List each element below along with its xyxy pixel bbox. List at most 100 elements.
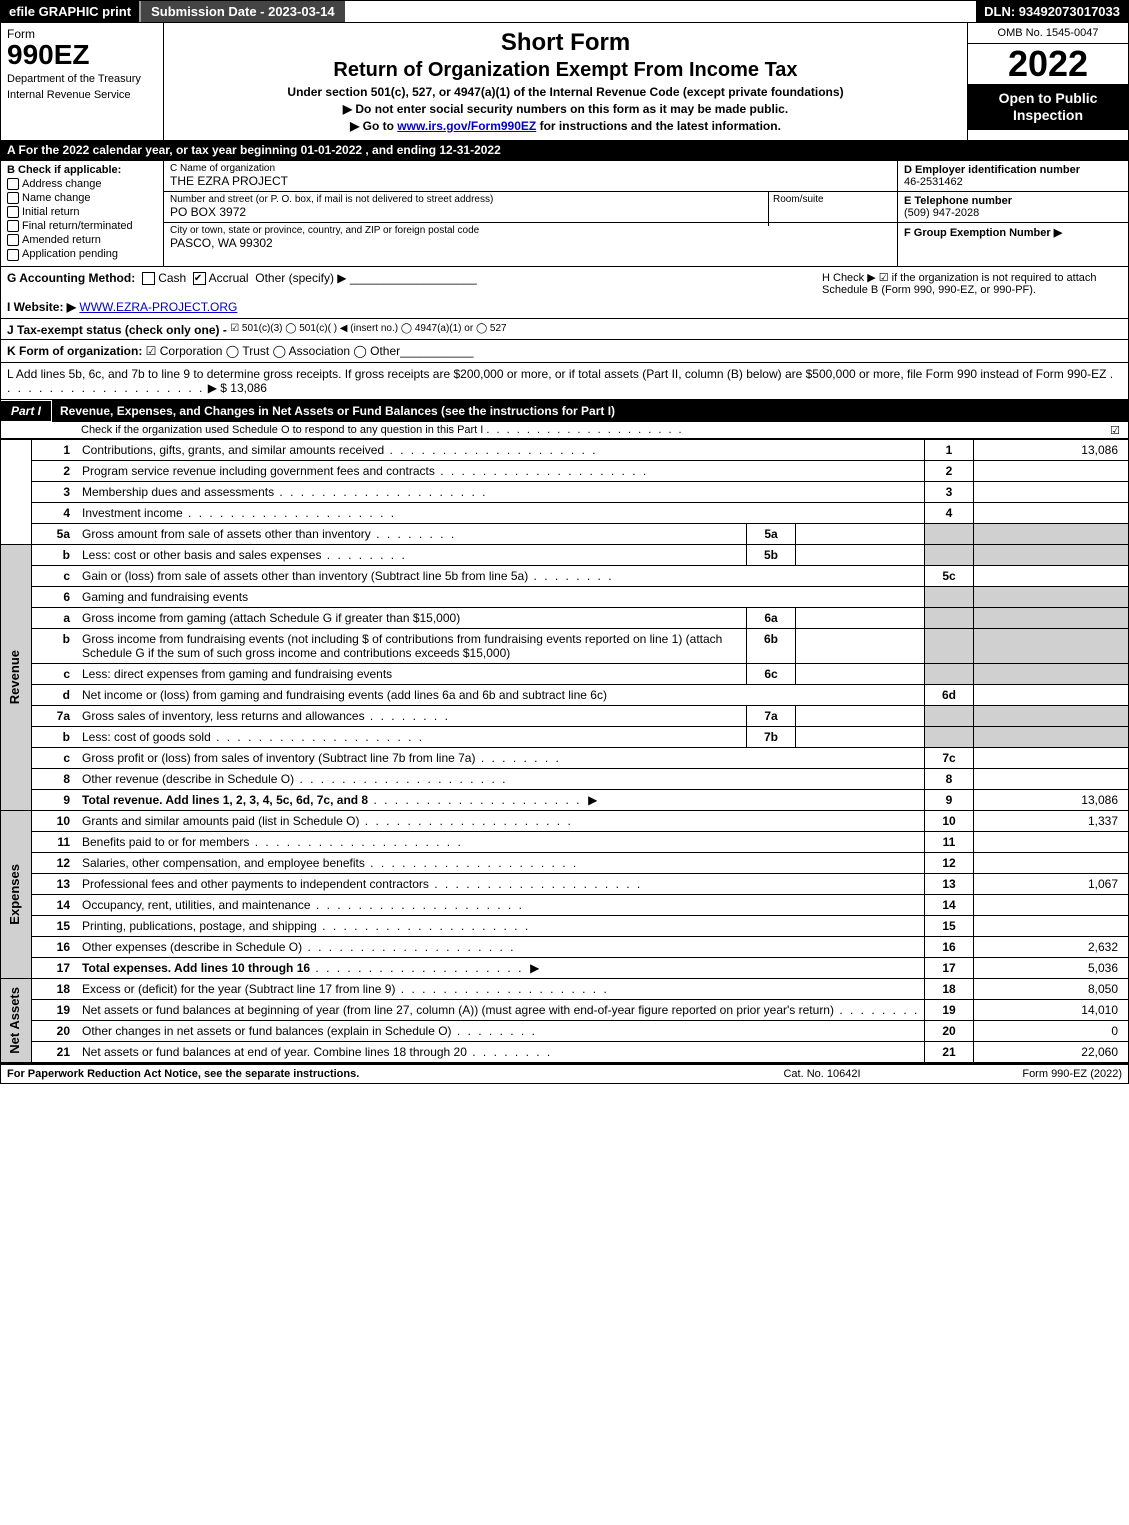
submission-date-label: Submission Date - 2023-03-14 [139,1,345,22]
footer-cat-no: Cat. No. 10642I [722,1068,922,1080]
footer-form-ref: Form 990-EZ (2022) [922,1068,1122,1080]
room-label: Room/suite [773,194,824,205]
row-i: I Website: ▶ WWW.EZRA-PROJECT.ORG [1,300,1128,318]
page-footer: For Paperwork Reduction Act Notice, see … [1,1063,1128,1083]
line-8: 8Other revenue (describe in Schedule O) … [1,768,1128,789]
b-label: B Check if applicable: [7,164,121,176]
irs-link[interactable]: www.irs.gov/Form990EZ [397,119,536,133]
line-5c: cGain or (loss) from sale of assets othe… [1,565,1128,586]
ssn-note: ▶ Do not enter social security numbers o… [170,102,961,116]
row-j: J Tax-exempt status (check only one) - ☑… [1,318,1128,339]
d-ein-cell: D Employer identification number 46-2531… [898,161,1128,192]
top-bar: efile GRAPHIC print Submission Date - 20… [1,1,1128,22]
form-number: 990EZ [7,41,157,69]
chk-name-change[interactable]: Name change [7,192,157,204]
efile-print-button[interactable]: efile GRAPHIC print [1,1,139,22]
chk-application-pending[interactable]: Application pending [7,248,157,260]
title-return-exempt: Return of Organization Exempt From Incom… [170,59,961,82]
line-14: 14Occupancy, rent, utilities, and mainte… [1,894,1128,915]
line-4: 4Investment income 4 [1,502,1128,523]
d-value: 46-2531462 [904,176,963,188]
street-cell: Number and street (or P. O. box, if mail… [164,192,897,223]
k-label: K Form of organization: [7,344,142,358]
city-cell: City or town, state or province, country… [164,223,897,253]
part-1-tab: Part I [1,400,52,422]
g-accrual-checkbox[interactable] [193,272,206,285]
topbar-spacer [345,1,977,22]
omb-number: OMB No. 1545-0047 [968,23,1128,44]
c-name-label: C Name of organization [170,163,891,174]
dept-treasury: Department of the Treasury [7,73,157,85]
line-21: 21Net assets or fund balances at end of … [1,1041,1128,1062]
line-6c: cLess: direct expenses from gaming and f… [1,663,1128,684]
chk-final-return[interactable]: Final return/terminated [7,220,157,232]
line-5b: Revenue bLess: cost or other basis and s… [1,544,1128,565]
chk-amended-return[interactable]: Amended return [7,234,157,246]
i-label: I Website: ▶ [7,300,76,314]
footer-left: For Paperwork Reduction Act Notice, see … [7,1068,722,1080]
row-k: K Form of organization: ☑ Corporation ◯ … [1,339,1128,362]
dln-label: DLN: 93492073017033 [976,1,1128,22]
line-13: 13Professional fees and other payments t… [1,873,1128,894]
line-7c: cGross profit or (loss) from sales of in… [1,747,1128,768]
title-short-form: Short Form [170,29,961,57]
tax-year: 2022 [968,44,1128,84]
l-amount: ▶ $ 13,086 [208,381,267,395]
line-1: 1 Contributions, gifts, grants, and simi… [1,439,1128,460]
g-accounting: G Accounting Method: Cash Accrual Other … [7,271,822,296]
header-right: OMB No. 1545-0047 2022 Open to Public In… [967,23,1128,140]
column-def: D Employer identification number 46-2531… [897,161,1128,266]
row-g-h: G Accounting Method: Cash Accrual Other … [1,266,1128,300]
f-label: F Group Exemption Number ▶ [904,227,1062,239]
line-9: 9Total revenue. Add lines 1, 2, 3, 4, 5c… [1,789,1128,810]
website-link[interactable]: WWW.EZRA-PROJECT.ORG [79,300,237,314]
lines-table: 1 Contributions, gifts, grants, and simi… [1,439,1128,1063]
line-2: 2Program service revenue including gover… [1,460,1128,481]
chk-address-change[interactable]: Address change [7,178,157,190]
line-15: 15Printing, publications, postage, and s… [1,915,1128,936]
section-b-through-f: B Check if applicable: Address change Na… [1,160,1128,266]
line-11: 11Benefits paid to or for members11 [1,831,1128,852]
c-city-value: PASCO, WA 99302 [170,236,891,250]
row-a-tax-year: A For the 2022 calendar year, or tax yea… [1,140,1128,160]
revenue-side-label: Revenue [5,648,24,706]
column-b: B Check if applicable: Address change Na… [1,161,164,266]
line-10: Expenses 10Grants and similar amounts pa… [1,810,1128,831]
g-label: G Accounting Method: [7,271,135,285]
header-left: Form 990EZ Department of the Treasury In… [1,23,164,140]
e-value: (509) 947-2028 [904,207,979,219]
line-6a: aGross income from gaming (attach Schedu… [1,607,1128,628]
net-assets-side-label: Net Assets [5,985,24,1056]
irs-label: Internal Revenue Service [7,89,157,101]
line-19: 19Net assets or fund balances at beginni… [1,999,1128,1020]
f-group-cell: F Group Exemption Number ▶ [898,223,1128,242]
line-5a: 5aGross amount from sale of assets other… [1,523,1128,544]
form-header: Form 990EZ Department of the Treasury In… [1,22,1128,140]
org-name-cell: C Name of organization THE EZRA PROJECT [164,161,897,192]
line-20: 20Other changes in net assets or fund ba… [1,1020,1128,1041]
expenses-side-label: Expenses [5,862,24,927]
j-label: J Tax-exempt status (check only one) - [7,323,227,337]
goto-note: ▶ Go to www.irs.gov/Form990EZ for instru… [170,119,961,133]
part-1-checkbox[interactable]: ☑ [1110,424,1120,437]
c-name-value: THE EZRA PROJECT [170,174,891,188]
chk-initial-return[interactable]: Initial return [7,206,157,218]
line-12: 12Salaries, other compensation, and empl… [1,852,1128,873]
line-6b: bGross income from fundraising events (n… [1,628,1128,663]
line-7b: bLess: cost of goods sold 7b [1,726,1128,747]
line-16: 16Other expenses (describe in Schedule O… [1,936,1128,957]
e-label: E Telephone number [904,195,1012,207]
e-phone-cell: E Telephone number (509) 947-2028 [898,192,1128,223]
h-schedule-b: H Check ▶ ☑ if the organization is not r… [822,271,1122,296]
open-to-public: Open to Public Inspection [968,84,1128,130]
header-center: Short Form Return of Organization Exempt… [164,23,967,140]
l-text: L Add lines 5b, 6c, and 7b to line 9 to … [7,367,1106,381]
g-cash-checkbox[interactable] [142,272,155,285]
row-l: L Add lines 5b, 6c, and 7b to line 9 to … [1,362,1128,399]
line-18: Net Assets 18Excess or (deficit) for the… [1,978,1128,999]
line-6d: dNet income or (loss) from gaming and fu… [1,684,1128,705]
line-3: 3Membership dues and assessments 3 [1,481,1128,502]
line-6: 6Gaming and fundraising events [1,586,1128,607]
k-options: ☑ Corporation ◯ Trust ◯ Association ◯ Ot… [146,344,400,358]
j-options: ☑ 501(c)(3) ◯ 501(c)( ) ◀ (insert no.) ◯… [230,323,506,337]
